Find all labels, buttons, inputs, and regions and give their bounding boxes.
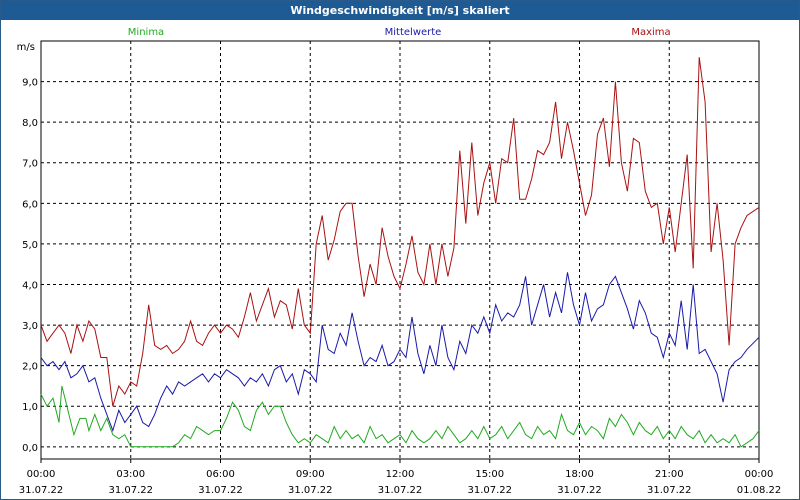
x-tick-time: 06:00 (206, 469, 235, 480)
y-tick-label: 2,0 (22, 362, 38, 373)
x-tick-date: 31.07.22 (19, 485, 64, 496)
y-tick-label: 5,0 (22, 240, 38, 251)
x-tick-time: 03:00 (116, 469, 145, 480)
legend-minima: Minima (128, 27, 164, 38)
legend-mittelwerte: Mittelwerte (385, 27, 442, 38)
x-tick-time: 21:00 (655, 469, 684, 480)
y-tick-label: 6,0 (22, 199, 38, 210)
x-tick-time: 18:00 (565, 469, 594, 480)
x-tick-time: 15:00 (475, 469, 504, 480)
legend-maxima: Maxima (631, 27, 670, 38)
x-tick-date: 01.08.22 (737, 485, 782, 496)
x-tick-time: 00:00 (27, 469, 56, 480)
y-tick-label: 1,0 (22, 402, 38, 413)
y-tick-label: 0,0 (22, 443, 38, 454)
x-tick-date: 31.07.22 (557, 485, 602, 496)
chart-title: Windgeschwindigkeit [m/s] skaliert (1, 1, 799, 20)
y-tick-label: 8,0 (22, 118, 38, 129)
y-tick-label: 7,0 (22, 159, 38, 170)
y-axis-label: m/s (17, 42, 35, 53)
x-tick-time: 09:00 (296, 469, 325, 480)
series-line-minima (40, 385, 760, 448)
y-tick-label: 4,0 (22, 280, 38, 291)
x-tick-date: 31.07.22 (108, 485, 153, 496)
x-tick-date: 31.07.22 (467, 485, 512, 496)
series-line-maxima (40, 57, 760, 407)
y-tick-label: 3,0 (22, 321, 38, 332)
y-tick-label: 9,0 (22, 78, 38, 89)
series-line-mittelwerte (40, 272, 760, 433)
x-tick-date: 31.07.22 (288, 485, 333, 496)
x-tick-date: 31.07.22 (198, 485, 243, 496)
x-tick-date: 31.07.22 (378, 485, 423, 496)
x-tick-time: 12:00 (386, 469, 415, 480)
x-tick-time: 00:00 (745, 469, 774, 480)
x-tick-date: 31.07.22 (647, 485, 692, 496)
